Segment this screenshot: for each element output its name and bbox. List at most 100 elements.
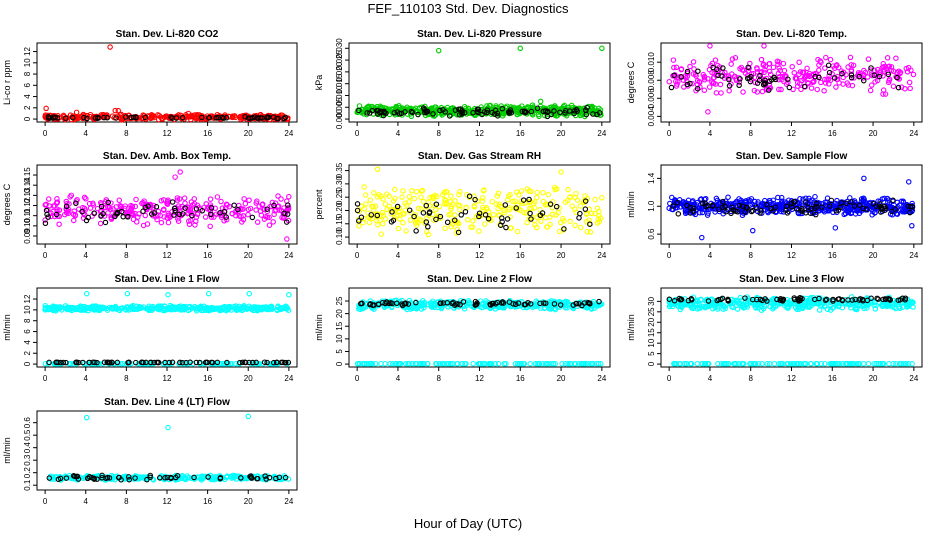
- data-point-reference: [542, 300, 549, 306]
- data-point-reference: [63, 203, 70, 210]
- data-point-outlier: [107, 44, 113, 50]
- data-point: [822, 360, 828, 367]
- data-point-outlier: [435, 47, 442, 54]
- y-axis-label: kPa: [314, 75, 324, 91]
- x-tick-label: 24: [284, 497, 293, 506]
- data-point: [544, 201, 550, 207]
- y-tick-label: 10: [23, 305, 32, 314]
- data-point: [789, 64, 795, 70]
- data-point-reference: [179, 211, 186, 217]
- x-tick-label: 8: [124, 497, 129, 506]
- data-point: [794, 79, 801, 86]
- data-point: [527, 360, 533, 367]
- data-point: [833, 360, 839, 367]
- x-tick-label: 4: [708, 129, 713, 138]
- data-point: [775, 61, 781, 68]
- data-point: [198, 304, 204, 310]
- data-point-reference: [52, 114, 58, 121]
- data-point: [270, 219, 276, 225]
- x-tick-label: 0: [355, 251, 360, 260]
- data-point-reference: [678, 74, 685, 80]
- data-point: [457, 203, 463, 209]
- data-point: [840, 200, 847, 206]
- data-point: [905, 360, 912, 367]
- data-point: [825, 208, 832, 214]
- data-point: [471, 204, 478, 210]
- x-tick-label: 12: [475, 129, 484, 138]
- x-tick-label: 12: [475, 251, 484, 260]
- data-point-reference: [476, 210, 483, 216]
- data-point: [106, 304, 113, 311]
- data-point: [511, 205, 518, 211]
- data-point-reference: [715, 72, 721, 79]
- data-point: [822, 76, 828, 83]
- data-point: [503, 360, 509, 367]
- x-tick-label: 12: [787, 251, 796, 260]
- x-tick-label: 20: [244, 129, 253, 138]
- y-tick-label: 0.35: [335, 162, 344, 178]
- data-point: [767, 71, 774, 78]
- y-tick-label: 2: [23, 350, 32, 355]
- data-point: [454, 112, 460, 118]
- y-tick-label: 20: [647, 317, 656, 326]
- y-tick-label: 0.12: [23, 197, 32, 213]
- data-point: [905, 301, 912, 307]
- data-point-reference: [187, 359, 193, 365]
- data-point-reference: [45, 214, 51, 220]
- data-point: [254, 198, 260, 204]
- data-point-reference: [285, 359, 292, 366]
- data-point-reference: [828, 197, 835, 204]
- x-tick-label: 24: [909, 251, 918, 260]
- x-tick-label: 8: [436, 374, 441, 383]
- data-point: [518, 360, 524, 367]
- x-tick-label: 16: [516, 374, 525, 383]
- data-point: [577, 203, 583, 209]
- data-point: [512, 198, 518, 204]
- data-point: [538, 218, 544, 224]
- panel-3: Stan. Dev. Li-820 Temp.degrees C0.0040.0…: [626, 29, 923, 138]
- data-point: [867, 87, 874, 94]
- data-point: [234, 307, 240, 313]
- data-point: [759, 360, 765, 367]
- data-point-reference: [907, 203, 914, 210]
- data-point: [240, 216, 247, 223]
- data-point: [362, 192, 369, 198]
- data-point-reference: [425, 224, 431, 230]
- data-point: [893, 55, 899, 61]
- data-point-reference: [270, 114, 277, 120]
- data-point-reference: [46, 359, 52, 366]
- data-point-reference: [270, 359, 277, 366]
- data-point: [100, 304, 107, 311]
- data-point-reference: [367, 110, 373, 116]
- data-point: [382, 216, 389, 222]
- data-point: [261, 216, 268, 222]
- data-point: [419, 300, 425, 307]
- data-point: [831, 65, 838, 72]
- data-point: [760, 305, 767, 312]
- data-point: [392, 360, 399, 367]
- data-point: [738, 301, 744, 308]
- data-point: [733, 198, 740, 205]
- data-point-outlier: [165, 291, 171, 298]
- data-point: [890, 83, 897, 90]
- data-point-reference: [715, 206, 722, 212]
- data-point-reference: [484, 109, 490, 116]
- data-point: [897, 305, 903, 312]
- data-point: [713, 195, 720, 202]
- data-point-reference: [590, 111, 596, 117]
- data-point-reference: [459, 109, 466, 116]
- data-point-reference: [406, 207, 413, 213]
- data-point: [258, 475, 264, 482]
- data-point-reference: [722, 203, 729, 210]
- data-point: [495, 360, 502, 367]
- data-point: [286, 193, 292, 200]
- data-point-reference: [426, 209, 433, 215]
- data-point: [456, 191, 462, 198]
- data-point-reference: [737, 76, 743, 82]
- data-point-reference: [506, 299, 513, 305]
- data-point: [110, 213, 116, 219]
- data-point-reference: [105, 199, 111, 206]
- y-tick-label: 0.15: [335, 215, 344, 231]
- data-point: [426, 203, 433, 209]
- data-point: [697, 209, 703, 216]
